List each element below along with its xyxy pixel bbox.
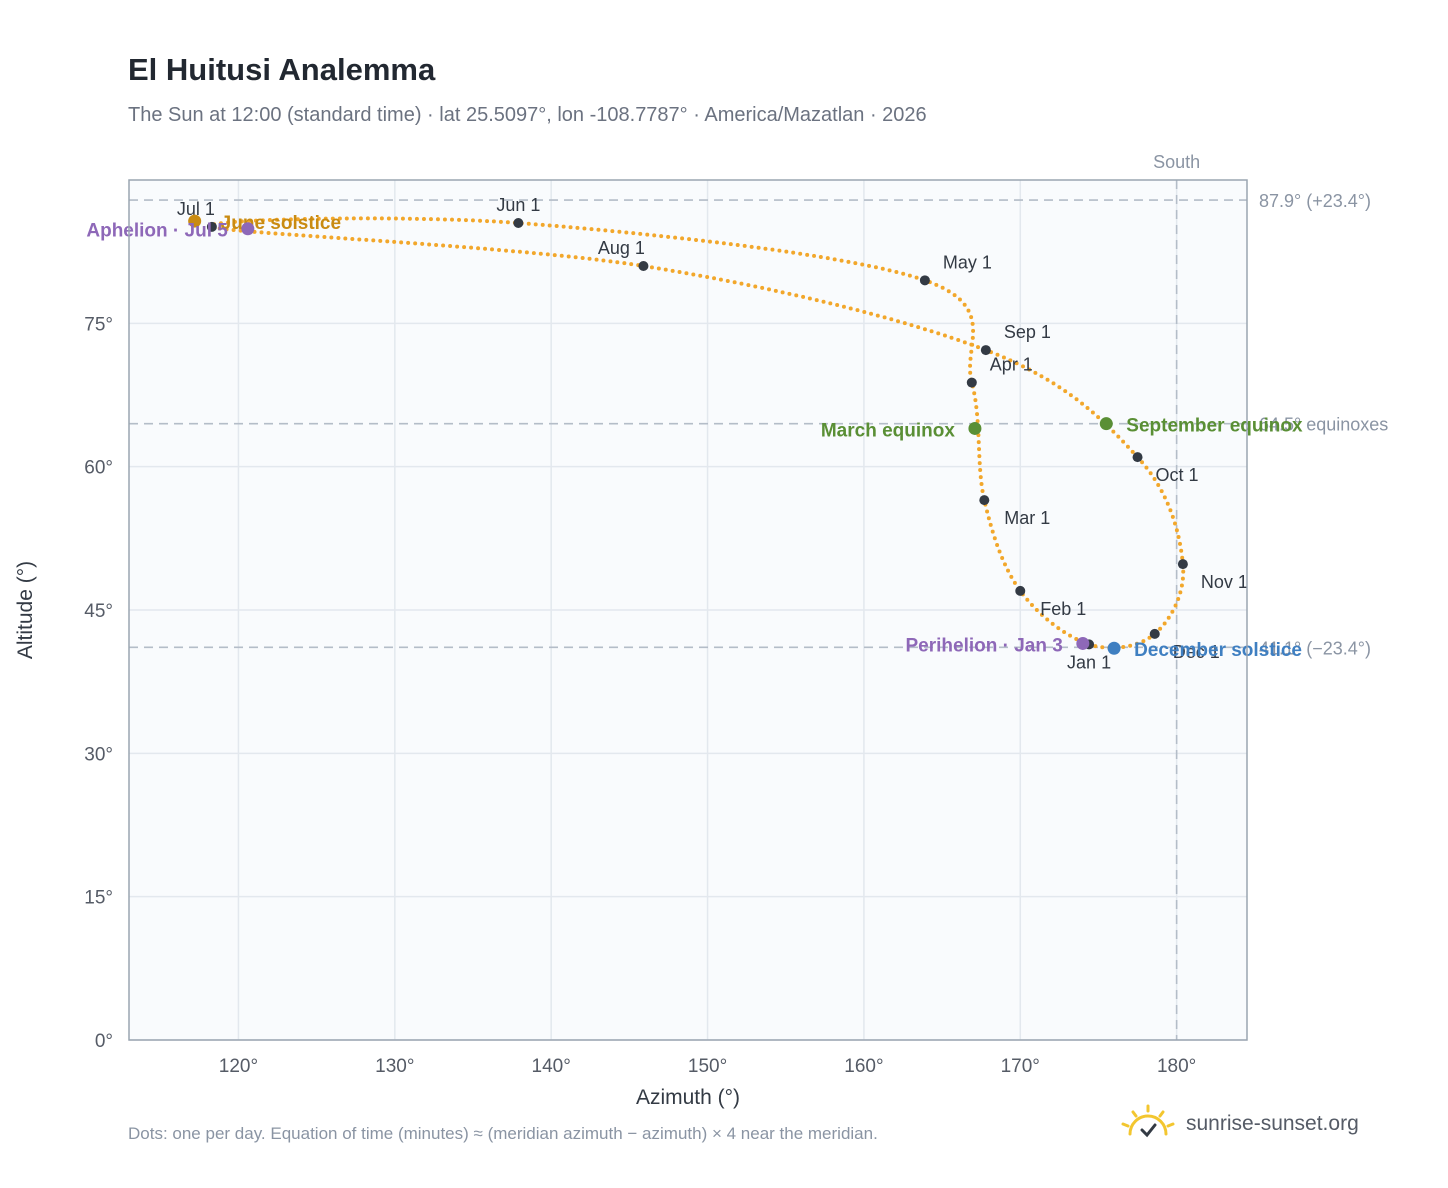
chart-title: El Huitusi Analemma — [128, 52, 436, 87]
event-marker — [1099, 417, 1113, 431]
x-tick-label: 160° — [844, 1056, 883, 1077]
sun-logo-icon — [1121, 1104, 1175, 1138]
event-label: September equinox — [1126, 416, 1303, 437]
event-label: Aphelion · Jul 5 — [86, 221, 228, 242]
month-label: Jan 1 — [1067, 652, 1111, 672]
x-tick-labels: 120° 130° 140° 150° 160° 170° 180° — [219, 1056, 1196, 1077]
x-axis-label: Azimuth (°) — [636, 1086, 740, 1109]
month-label: Mar 1 — [1004, 508, 1050, 528]
reference-line-label: 87.9° (+23.4°) — [1259, 191, 1371, 211]
event-marker — [241, 222, 255, 236]
event-marker — [188, 214, 202, 228]
y-tick-labels: 0° 15° 30° 45° 60° 75° — [84, 314, 113, 1052]
brand[interactable]: sunrise-sunset.org — [1120, 1104, 1359, 1144]
reference-line-label: 64.5° equinoxes — [1259, 415, 1388, 435]
event-label: Perihelion · Jan 3 — [905, 635, 1062, 656]
month-marker — [919, 275, 930, 286]
meridian-label: South — [1153, 152, 1200, 172]
month-marker — [980, 345, 991, 356]
y-tick-label: 60° — [84, 458, 113, 479]
brand-name: sunrise-sunset.org — [1186, 1112, 1359, 1135]
month-label: Sep 1 — [1004, 322, 1051, 342]
event-marker — [1107, 641, 1121, 655]
month-label: Jul 1 — [177, 199, 215, 219]
month-marker — [966, 377, 977, 388]
footer-note: Dots: one per day. Equation of time (min… — [128, 1124, 878, 1143]
month-label: Feb 1 — [1040, 599, 1086, 619]
month-label: Jun 1 — [496, 195, 540, 215]
month-marker — [638, 261, 649, 271]
plot-frame — [128, 179, 1248, 1041]
month-label: May 1 — [943, 252, 992, 272]
month-markers: Jan 1 Feb 1 Mar 1 Apr 1 May 1 Jun 1 Jul 1 Aug 1… — [177, 195, 1248, 672]
month-label: Apr 1 — [990, 355, 1033, 375]
x-tick-label: 140° — [532, 1056, 571, 1077]
event-label: December solstice — [1134, 640, 1302, 661]
month-marker — [206, 221, 217, 232]
event-markers: March equinox September equinox June solst… — [86, 213, 1303, 661]
y-axis-label: Altitude (°) — [14, 561, 37, 659]
event-marker — [1076, 636, 1090, 650]
y-tick-label: 0° — [95, 1031, 113, 1052]
event-label: June solstice — [221, 213, 341, 234]
x-tick-label: 170° — [1001, 1056, 1040, 1077]
event-marker — [968, 421, 982, 435]
y-tick-label: 15° — [84, 888, 113, 909]
month-label: Nov 1 — [1201, 572, 1248, 592]
y-tick-label: 45° — [84, 601, 113, 622]
x-tick-label: 130° — [375, 1056, 414, 1077]
month-marker — [1132, 452, 1143, 463]
month-marker — [1149, 628, 1160, 639]
month-label: Dec 1 — [1173, 642, 1220, 662]
month-marker — [513, 218, 524, 228]
reference-lines: 87.9° (+23.4°) 64.5° equinoxes 41.1° (−23.… — [129, 152, 1388, 1040]
y-tick-label: 75° — [84, 314, 113, 335]
month-marker — [979, 495, 990, 506]
month-label: Oct 1 — [1156, 465, 1199, 485]
month-label: Aug 1 — [598, 238, 645, 258]
reference-line-label: 41.1° (−23.4°) — [1259, 638, 1371, 658]
month-marker — [1177, 559, 1188, 570]
event-label: March equinox — [821, 420, 956, 441]
month-marker — [1015, 585, 1026, 596]
x-tick-label: 120° — [219, 1056, 258, 1077]
y-tick-label: 30° — [84, 744, 113, 765]
chart-subtitle: The Sun at 12:00 (standard time) · lat 2… — [128, 104, 927, 126]
x-tick-label: 180° — [1157, 1056, 1196, 1077]
x-tick-label: 150° — [688, 1056, 727, 1077]
